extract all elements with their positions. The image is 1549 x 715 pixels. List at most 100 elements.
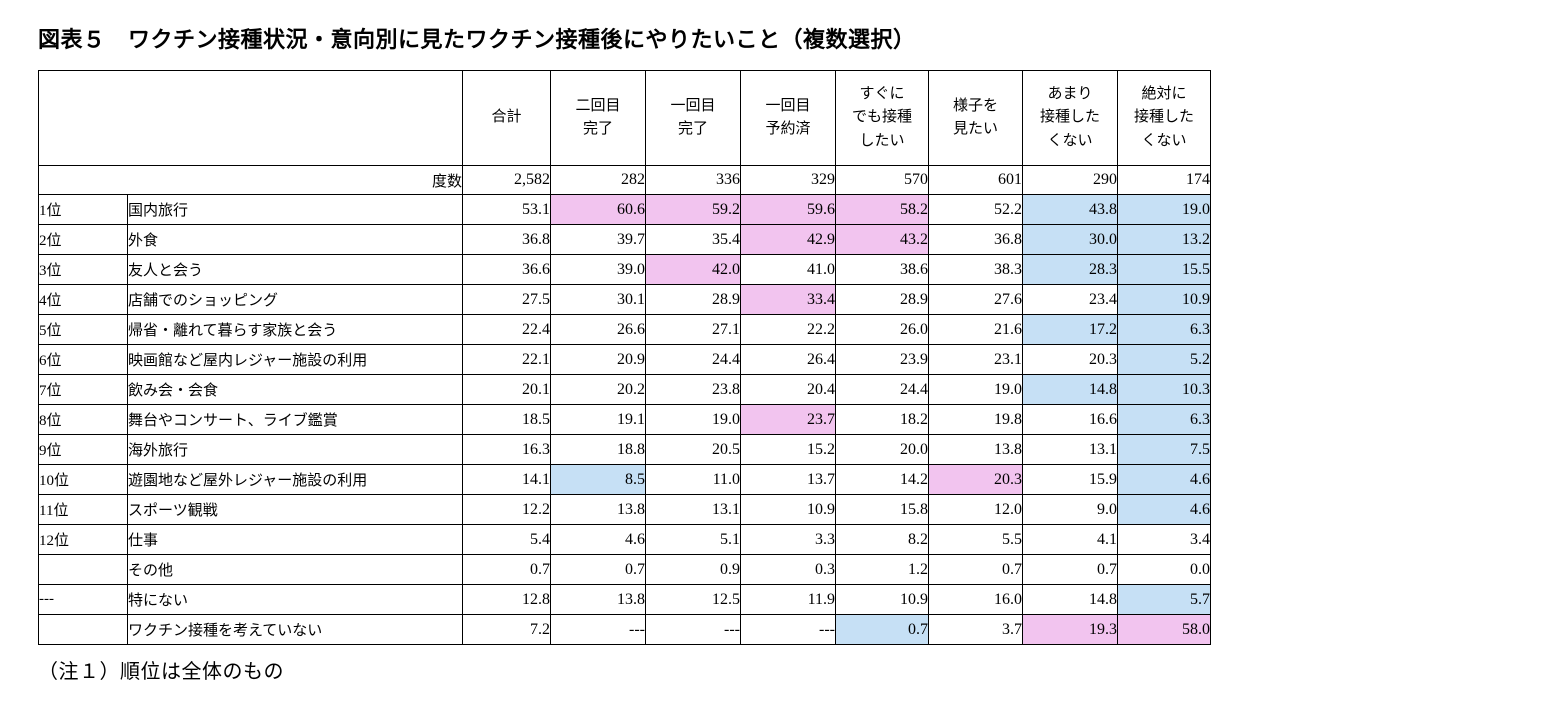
rank-cell: 8位: [38, 404, 128, 435]
value-cell: 19.0: [645, 404, 741, 435]
column-header: 二回目 完了: [550, 70, 646, 166]
value-cell: 6.3: [1117, 314, 1211, 345]
value-cell: 11.0: [645, 464, 741, 495]
frequency-value: 570: [835, 165, 929, 195]
value-cell: 15.2: [740, 434, 836, 465]
value-cell: 13.1: [645, 494, 741, 525]
rank-cell: [38, 614, 128, 645]
item-cell: ワクチン接種を考えていない: [127, 614, 463, 645]
value-cell: 20.2: [550, 374, 646, 405]
value-cell: 13.2: [1117, 224, 1211, 255]
value-cell: 5.5: [928, 524, 1023, 555]
frequency-value: 336: [645, 165, 741, 195]
value-cell: 16.0: [928, 584, 1023, 615]
value-cell: 20.3: [928, 464, 1023, 495]
value-cell: 19.0: [928, 374, 1023, 405]
table-row: 4位 店舗でのショッピング 27.5 30.1 28.9 33.4 28.9 27.6 23.4…: [38, 284, 1211, 315]
table-row: 7位 飲み会・会食 20.1 20.2 23.8 20.4 24.4 19.0 14.8 10.3: [38, 374, 1211, 405]
value-cell: 13.8: [550, 494, 646, 525]
value-cell: 26.4: [740, 344, 836, 375]
value-cell: 19.1: [550, 404, 646, 435]
value-cell: 28.9: [835, 284, 929, 315]
value-cell: 23.8: [645, 374, 741, 405]
value-cell: 13.1: [1022, 434, 1118, 465]
value-cell: ---: [645, 614, 741, 645]
table-row: ワクチン接種を考えていない 7.2 --- --- --- 0.7 3.7 19.3 58.0: [38, 614, 1211, 645]
rank-cell: 1位: [38, 194, 128, 225]
value-cell: 7.2: [462, 614, 551, 645]
value-cell: 33.4: [740, 284, 836, 315]
value-cell: 43.8: [1022, 194, 1118, 225]
value-cell: ---: [740, 614, 836, 645]
value-cell: 24.4: [835, 374, 929, 405]
value-cell: 35.4: [645, 224, 741, 255]
value-cell: 13.8: [550, 584, 646, 615]
footnote: （注１）順位は全体のもの: [38, 661, 284, 683]
value-cell: 27.1: [645, 314, 741, 345]
item-cell: 友人と会う: [127, 254, 463, 285]
value-cell: 18.2: [835, 404, 929, 435]
table-header-row: 合計 二回目 完了 一回目 完了 一回目 予約済 すぐに でも接種 したい 様子を 見たい…: [38, 70, 1211, 166]
rank-cell: 10位: [38, 464, 128, 495]
value-cell: 5.2: [1117, 344, 1211, 375]
rank-cell: 9位: [38, 434, 128, 465]
value-cell: 0.9: [645, 554, 741, 585]
item-cell: 舞台やコンサート、ライブ鑑賞: [127, 404, 463, 435]
table-row: 3位 友人と会う 36.6 39.0 42.0 41.0 38.6 38.3 28.3 15.5: [38, 254, 1211, 285]
rank-cell: 12位: [38, 524, 128, 555]
value-cell: 5.7: [1117, 584, 1211, 615]
value-cell: 22.4: [462, 314, 551, 345]
table-corner-cell: [38, 70, 463, 166]
value-cell: 14.2: [835, 464, 929, 495]
frequency-value: 2,582: [462, 165, 551, 195]
vaccine-intention-table: 合計 二回目 完了 一回目 完了 一回目 予約済 すぐに でも接種 したい 様子を 見たい…: [38, 70, 1211, 645]
column-header: 一回目 完了: [645, 70, 741, 166]
value-cell: 9.0: [1022, 494, 1118, 525]
value-cell: 0.7: [1022, 554, 1118, 585]
value-cell: 17.2: [1022, 314, 1118, 345]
value-cell: 12.8: [462, 584, 551, 615]
value-cell: 19.0: [1117, 194, 1211, 225]
value-cell: 53.1: [462, 194, 551, 225]
rank-cell: [38, 554, 128, 585]
value-cell: 36.6: [462, 254, 551, 285]
value-cell: 5.4: [462, 524, 551, 555]
value-cell: 15.5: [1117, 254, 1211, 285]
table-header: 合計 二回目 完了 一回目 完了 一回目 予約済 すぐに でも接種 したい 様子を 見たい…: [38, 70, 1211, 166]
value-cell: 4.6: [1117, 494, 1211, 525]
value-cell: 10.9: [740, 494, 836, 525]
value-cell: 4.1: [1022, 524, 1118, 555]
item-cell: 外食: [127, 224, 463, 255]
value-cell: 28.9: [645, 284, 741, 315]
value-cell: 27.6: [928, 284, 1023, 315]
figure-title: 図表５ ワクチン接種状況・意向別に見たワクチン接種後にやりたいこと（複数選択）: [38, 27, 916, 52]
value-cell: 12.2: [462, 494, 551, 525]
value-cell: 0.3: [740, 554, 836, 585]
value-cell: 0.0: [1117, 554, 1211, 585]
value-cell: 3.3: [740, 524, 836, 555]
value-cell: 30.0: [1022, 224, 1118, 255]
value-cell: 14.8: [1022, 584, 1118, 615]
value-cell: 15.8: [835, 494, 929, 525]
value-cell: 12.0: [928, 494, 1023, 525]
value-cell: 20.0: [835, 434, 929, 465]
value-cell: 10.3: [1117, 374, 1211, 405]
value-cell: 20.5: [645, 434, 741, 465]
value-cell: 0.7: [550, 554, 646, 585]
value-cell: 14.8: [1022, 374, 1118, 405]
rank-cell: 3位: [38, 254, 128, 285]
value-cell: 0.7: [462, 554, 551, 585]
value-cell: 22.2: [740, 314, 836, 345]
table-row: 6位 映画館など屋内レジャー施設の利用 22.1 20.9 24.4 26.4 23.9 23…: [38, 344, 1211, 375]
value-cell: 14.1: [462, 464, 551, 495]
value-cell: 3.7: [928, 614, 1023, 645]
value-cell: 26.6: [550, 314, 646, 345]
value-cell: 21.6: [928, 314, 1023, 345]
item-cell: 飲み会・会食: [127, 374, 463, 405]
value-cell: 19.8: [928, 404, 1023, 435]
value-cell: 0.7: [928, 554, 1023, 585]
frequency-value: 329: [740, 165, 836, 195]
frequency-label: 度数: [38, 165, 463, 195]
value-cell: 8.2: [835, 524, 929, 555]
table-row: 11位 スポーツ観戦 12.2 13.8 13.1 10.9 15.8 12.0 9.0 4.6: [38, 494, 1211, 525]
